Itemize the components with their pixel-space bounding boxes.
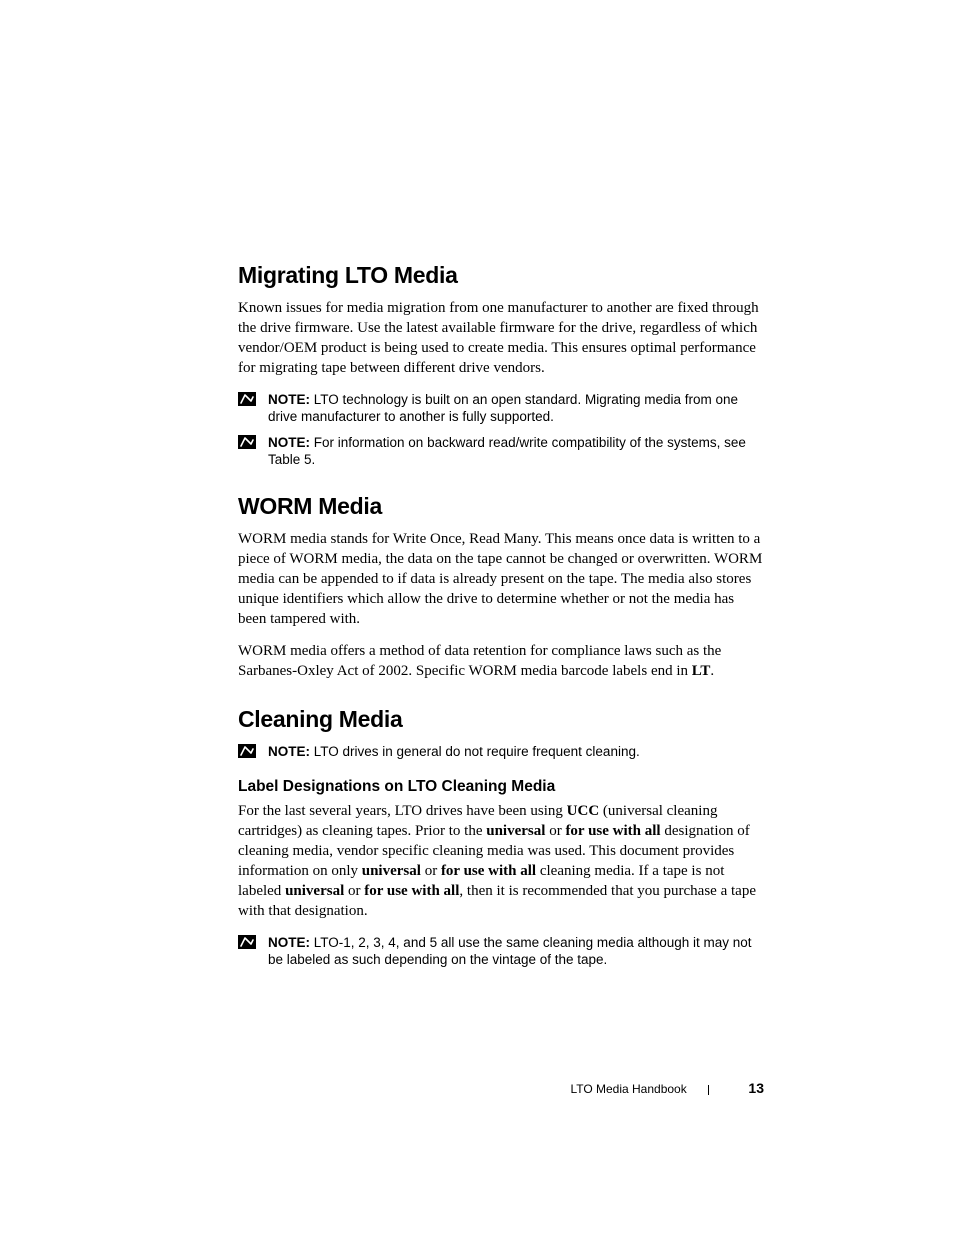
note-body: For information on backward read/write c… (268, 435, 746, 468)
note-icon (238, 435, 256, 449)
footer-title: LTO Media Handbook (570, 1082, 686, 1096)
note-text: NOTE: LTO-1, 2, 3, 4, and 5 all use the … (268, 934, 764, 969)
note-label: NOTE: (268, 935, 310, 950)
note-block: NOTE: For information on backward read/w… (238, 434, 764, 469)
note-text: NOTE: LTO drives in general do not requi… (268, 743, 640, 761)
document-page: Migrating LTO Media Known issues for med… (0, 0, 954, 969)
note-body: LTO technology is built on an open stand… (268, 392, 738, 425)
note-icon (238, 392, 256, 406)
note-body: LTO-1, 2, 3, 4, and 5 all use the same c… (268, 935, 752, 968)
heading-migrating: Migrating LTO Media (238, 262, 764, 289)
body-text: Known issues for media migration from on… (238, 299, 764, 379)
note-label: NOTE: (268, 435, 310, 450)
note-body: LTO drives in general do not require fre… (314, 744, 640, 759)
subheading-label-designations: Label Designations on LTO Cleaning Media (238, 778, 764, 796)
note-block: NOTE: LTO drives in general do not requi… (238, 743, 764, 761)
note-text: NOTE: For information on backward read/w… (268, 434, 764, 469)
body-text: WORM media offers a method of data reten… (238, 642, 764, 682)
note-label: NOTE: (268, 392, 310, 407)
note-block: NOTE: LTO-1, 2, 3, 4, and 5 all use the … (238, 934, 764, 969)
body-text: For the last several years, LTO drives h… (238, 802, 764, 922)
note-text: NOTE: LTO technology is built on an open… (268, 391, 764, 426)
footer-separator (708, 1085, 709, 1095)
page-footer: LTO Media Handbook 13 (570, 1080, 764, 1096)
note-icon (238, 744, 256, 758)
body-text: WORM media stands for Write Once, Read M… (238, 530, 764, 630)
heading-cleaning: Cleaning Media (238, 706, 764, 733)
heading-worm: WORM Media (238, 493, 764, 520)
note-block: NOTE: LTO technology is built on an open… (238, 391, 764, 426)
note-icon (238, 935, 256, 949)
footer-page-number: 13 (748, 1080, 764, 1096)
note-label: NOTE: (268, 744, 310, 759)
